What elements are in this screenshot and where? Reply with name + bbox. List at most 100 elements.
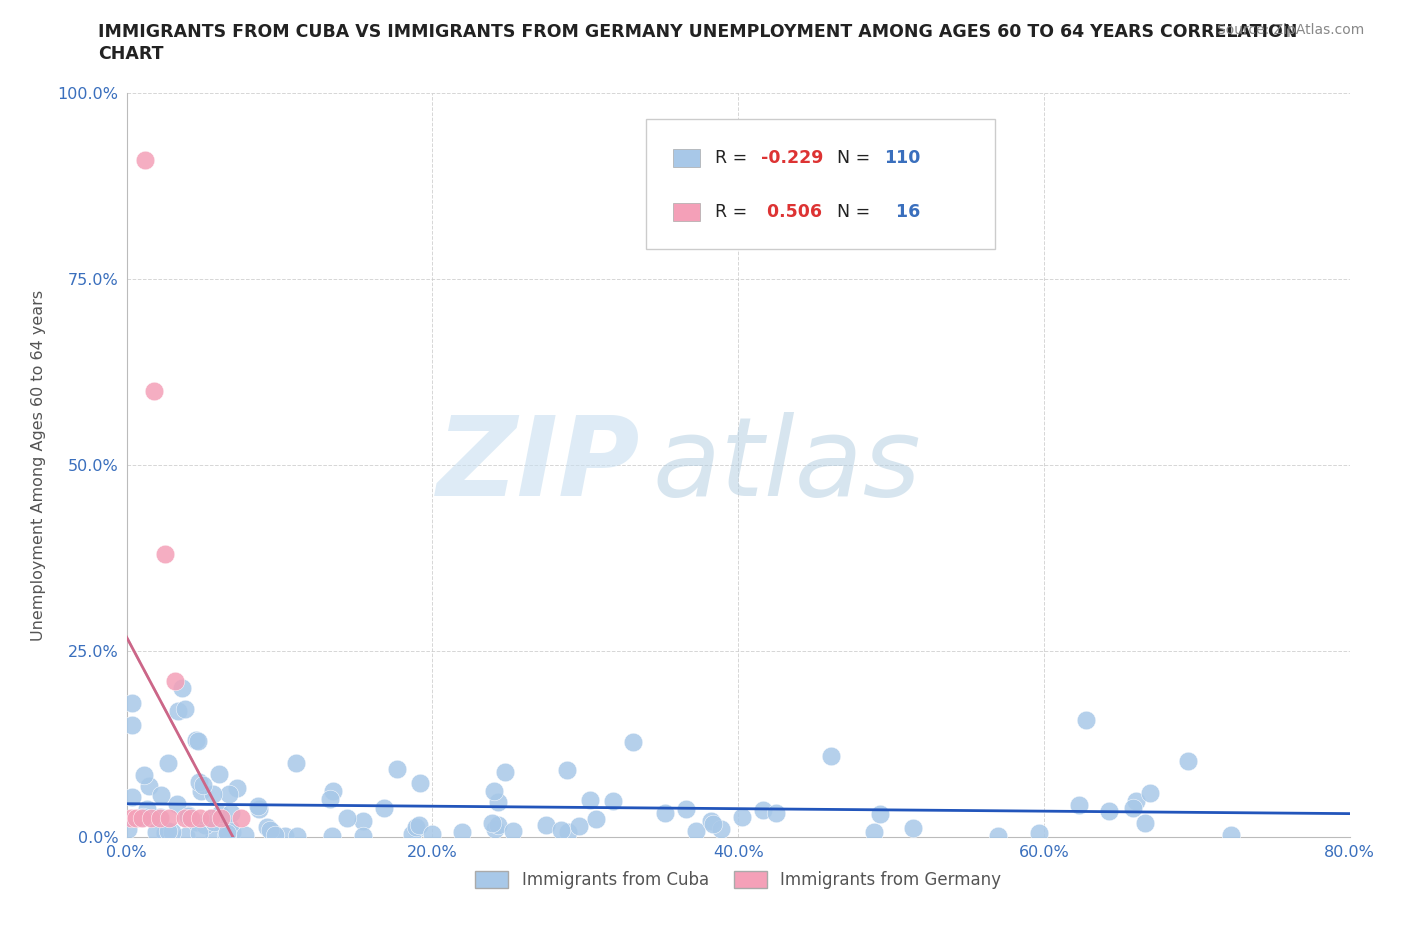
Text: atlas: atlas [652, 411, 921, 519]
Point [1067, 797, 1090, 812]
Point [1220, 828, 1243, 843]
Point [132, 810, 155, 825]
Text: N =: N = [837, 203, 876, 221]
Point [568, 818, 591, 833]
Point [502, 824, 524, 839]
Point [149, 811, 172, 826]
Point [180, 811, 202, 826]
Point [173, 702, 195, 717]
Point [134, 153, 156, 167]
Point [820, 749, 842, 764]
Point [284, 756, 307, 771]
Point [602, 794, 624, 809]
Point [166, 796, 188, 811]
Point [987, 829, 1010, 844]
Point [486, 795, 509, 810]
Point [117, 821, 139, 836]
Point [184, 733, 207, 748]
Text: 16: 16 [884, 203, 920, 221]
Point [621, 735, 644, 750]
Point [226, 781, 249, 796]
Point [287, 829, 309, 844]
Text: N =: N = [837, 149, 876, 166]
Text: R =: R = [714, 203, 752, 221]
Point [534, 817, 557, 832]
Point [482, 784, 505, 799]
Point [702, 817, 724, 832]
Point [188, 825, 211, 840]
Point [319, 791, 342, 806]
Point [145, 825, 167, 840]
Point [1139, 785, 1161, 800]
Point [153, 547, 176, 562]
Point [200, 810, 222, 825]
Point [125, 811, 148, 826]
Point [149, 809, 172, 824]
Point [177, 807, 200, 822]
Point [157, 811, 180, 826]
Point [765, 805, 787, 820]
Text: IMMIGRANTS FROM CUBA VS IMMIGRANTS FROM GERMANY UNEMPLOYMENT AMONG AGES 60 TO 64: IMMIGRANTS FROM CUBA VS IMMIGRANTS FROM … [98, 23, 1298, 41]
Point [401, 826, 423, 841]
Text: R =: R = [714, 149, 752, 166]
Point [259, 822, 281, 837]
Point [1028, 826, 1050, 841]
Point [165, 673, 187, 688]
Point [173, 811, 195, 826]
Point [120, 811, 142, 826]
Point [408, 817, 430, 832]
Point [486, 817, 509, 832]
Text: 110: 110 [884, 149, 920, 166]
Point [1122, 801, 1144, 816]
FancyBboxPatch shape [673, 149, 700, 166]
Point [194, 817, 217, 832]
Point [256, 819, 278, 834]
Point [162, 825, 184, 840]
Point [869, 806, 891, 821]
Point [209, 806, 232, 821]
Point [231, 811, 253, 826]
Point [202, 787, 225, 802]
Point [156, 755, 179, 770]
Text: CHART: CHART [98, 45, 165, 62]
Point [322, 783, 344, 798]
Point [134, 767, 156, 782]
Point [675, 802, 697, 817]
Point [249, 801, 271, 816]
Point [321, 829, 343, 844]
Point [202, 815, 225, 830]
Point [174, 828, 197, 843]
Point [215, 829, 238, 844]
Point [167, 703, 190, 718]
Point [579, 792, 602, 807]
Point [221, 825, 243, 840]
Point [352, 814, 374, 829]
Point [336, 810, 359, 825]
Point [208, 766, 231, 781]
Point [555, 763, 578, 777]
Point [121, 790, 143, 804]
FancyBboxPatch shape [647, 119, 995, 249]
Point [246, 799, 269, 814]
Point [217, 826, 239, 841]
Y-axis label: Unemployment Among Ages 60 to 64 years: Unemployment Among Ages 60 to 64 years [31, 289, 46, 641]
Point [420, 827, 443, 842]
Point [710, 821, 733, 836]
Point [373, 801, 395, 816]
Point [187, 734, 209, 749]
Point [863, 824, 886, 839]
Point [1125, 793, 1147, 808]
Point [1133, 816, 1156, 830]
Point [219, 821, 242, 836]
Point [352, 829, 374, 844]
Point [218, 787, 240, 802]
Point [177, 809, 200, 824]
Point [731, 810, 754, 825]
Point [143, 383, 166, 398]
Point [184, 815, 207, 830]
Point [451, 824, 474, 839]
Point [654, 806, 676, 821]
Point [219, 805, 242, 820]
Point [170, 681, 193, 696]
Point [188, 775, 211, 790]
